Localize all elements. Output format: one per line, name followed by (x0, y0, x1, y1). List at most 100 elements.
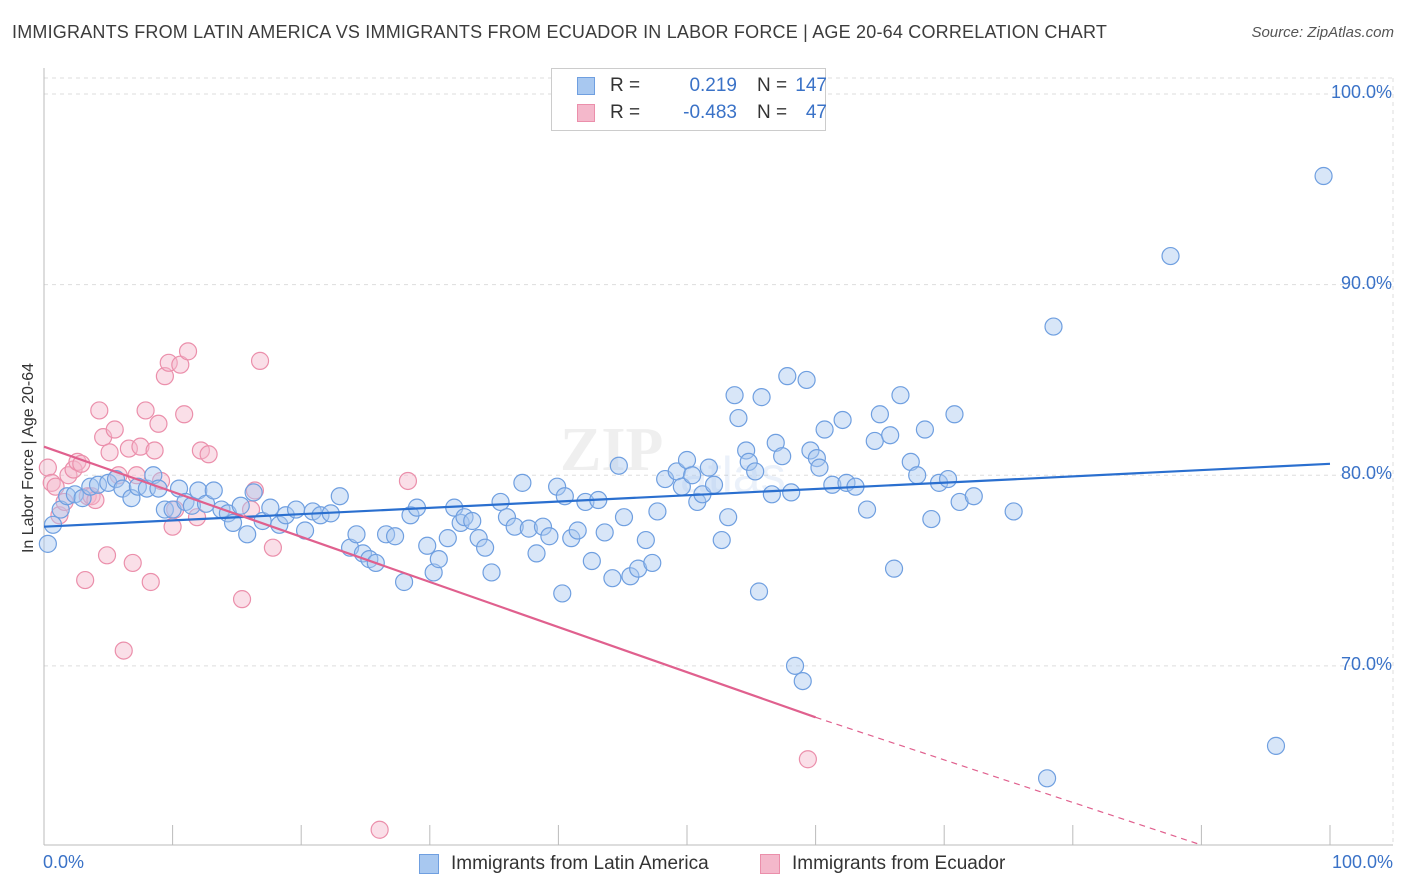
ecuador-trend-line (43, 445, 816, 719)
latin-america-point (908, 466, 927, 485)
latin-america-point (797, 370, 816, 390)
latin-america-point (540, 527, 559, 546)
latin-america-point (749, 582, 769, 601)
latin-america-point (782, 483, 801, 502)
latin-america-point (1314, 166, 1333, 186)
latin-america-point (614, 508, 634, 527)
latin-america-point (330, 487, 349, 506)
latin-america-point (857, 500, 877, 519)
latin-america-point (762, 485, 781, 504)
latin-america-point (752, 388, 771, 407)
latin-america-point (785, 656, 805, 675)
latin-america-point (385, 527, 405, 546)
ecuador-point (123, 553, 142, 573)
latin-america-point (475, 538, 495, 557)
ecuador-point (398, 471, 418, 491)
latin-america-point (43, 515, 63, 534)
latin-america-point (469, 529, 488, 548)
latin-america-point (609, 456, 628, 475)
ecuador-point (105, 420, 124, 439)
ecuador-point (141, 572, 160, 592)
latin-america-point (643, 553, 662, 573)
ecuador-point (159, 353, 178, 372)
ecuador-point (263, 538, 283, 557)
latin-america-point (548, 477, 567, 496)
latin-america-point (677, 450, 697, 470)
latin-america-point (621, 567, 640, 586)
pink-swatch (577, 104, 595, 122)
latin-america-point (582, 551, 601, 571)
y-tick-label: 80.0% (1340, 463, 1392, 484)
axes (43, 68, 1393, 846)
latin-america-point (648, 502, 667, 521)
latin-america-point (497, 508, 517, 527)
ecuador-point (171, 355, 190, 374)
latin-america-point (491, 492, 510, 512)
latin-america-point (376, 525, 396, 544)
ecuador-point (59, 466, 78, 485)
latin-america-point (527, 544, 546, 563)
latin-america-point (418, 536, 437, 555)
latin-america-point (533, 517, 553, 536)
ecuador-point (145, 441, 164, 460)
latin-america-point (725, 386, 744, 405)
ecuador-point (136, 401, 155, 420)
latin-america-point (106, 469, 126, 489)
ecuador-point (76, 570, 95, 590)
latin-america-point (865, 431, 884, 451)
y-tick-label: 90.0% (1340, 272, 1392, 293)
latin-america-point (719, 508, 738, 527)
latin-america-point (815, 420, 834, 439)
latin-america-point (881, 426, 900, 445)
latin-america-point (463, 511, 482, 531)
latin-america-point (438, 529, 457, 548)
latin-america-point (128, 477, 147, 496)
latin-america-point (182, 496, 201, 515)
latin-america-point (231, 496, 250, 515)
trend-lines (43, 445, 1331, 846)
correlation-legend: R = 0.219 N = 147 R = -0.483 N = 47 (551, 68, 827, 131)
ecuador-point (175, 405, 194, 424)
ecuador-point (178, 342, 198, 361)
ecuador-point (149, 414, 168, 433)
pink-swatch (760, 854, 780, 874)
legend-label-latin-america: Immigrants from Latin America (451, 853, 709, 874)
latin-america-point (773, 447, 792, 466)
latin-america-point (401, 506, 420, 525)
r-value-pink: -0.483 (683, 102, 737, 123)
blue-swatch (419, 854, 439, 874)
latin-america-point (810, 458, 829, 477)
r-label: R = (610, 102, 641, 123)
legend-label-ecuador: Immigrants from Ecuador (792, 853, 1006, 874)
latin-america-point (636, 530, 655, 550)
latin-america-point (746, 462, 765, 481)
ecuador-point (250, 351, 270, 370)
latin-america-point (568, 521, 587, 540)
ecuador-point (119, 439, 138, 458)
r-label: R = (610, 75, 641, 96)
latin-america-point (922, 509, 941, 529)
latin-america-point (801, 441, 820, 460)
x-tick-label-min: 0.0% (43, 852, 85, 872)
y-axis-label: In Labor Force | Age 20-64 (20, 362, 37, 554)
latin-america-point (429, 550, 448, 569)
latin-america-point (238, 525, 257, 544)
ecuador-points (38, 342, 817, 839)
latin-america-trend-line (43, 462, 1331, 528)
ecuador-point (50, 506, 69, 525)
latin-america-point (833, 410, 852, 430)
latin-america-point (704, 475, 724, 494)
latin-america-point (513, 473, 532, 492)
chart-title: IMMIGRANTS FROM LATIN AMERICA VS IMMIGRA… (12, 22, 1108, 42)
latin-america-point (424, 563, 443, 582)
ecuador-point (131, 437, 150, 456)
ecuador-point (100, 443, 119, 462)
latin-america-point (603, 569, 622, 588)
latin-america-point (595, 523, 614, 542)
latin-america-point (964, 487, 983, 506)
latin-america-point (38, 534, 57, 553)
n-label: N = (757, 75, 788, 96)
latin-america-point (945, 405, 964, 424)
latin-america-point (270, 515, 289, 534)
ecuador-point (199, 445, 218, 464)
